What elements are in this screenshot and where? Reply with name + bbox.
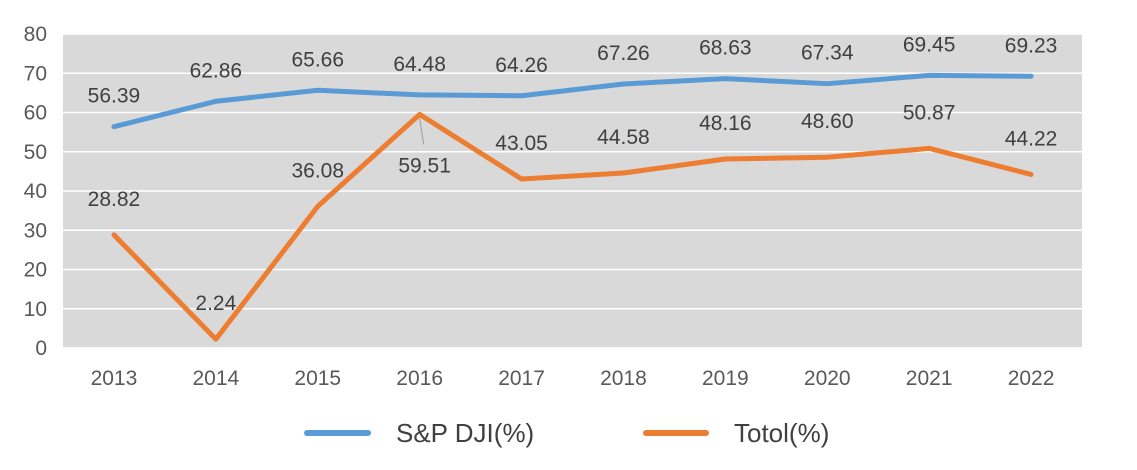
data-label: 67.34 (801, 42, 854, 65)
legend-label-0: S&P DJI(%) (396, 418, 534, 448)
x-tick-label: 2019 (702, 367, 749, 390)
x-tick-label: 2018 (600, 367, 647, 390)
series-line-1 (111, 111, 1034, 342)
series-line-0 (111, 72, 1034, 130)
data-label: 65.66 (291, 48, 344, 71)
data-label: 48.60 (801, 110, 854, 133)
data-label: 2.24 (195, 292, 236, 315)
data-label: 48.16 (699, 112, 752, 135)
y-tick-label: 20 (24, 259, 47, 282)
x-tick-label: 2016 (396, 367, 443, 390)
data-label: 44.58 (597, 126, 650, 149)
x-tick-label: 2013 (91, 367, 138, 390)
data-label: 64.26 (495, 54, 548, 77)
data-label: 68.63 (699, 37, 752, 60)
y-tick-label: 40 (24, 180, 47, 203)
data-label: 69.23 (1005, 34, 1058, 57)
y-tick-label: 0 (35, 337, 47, 360)
data-label: 62.86 (190, 59, 243, 82)
data-label: 67.26 (597, 42, 650, 65)
data-label: 43.05 (495, 132, 548, 155)
y-tick-label: 70 (24, 62, 47, 85)
data-label: 69.45 (903, 33, 956, 56)
x-tick-label: 2021 (906, 367, 953, 390)
data-label: 56.39 (88, 85, 141, 108)
data-label: 64.48 (393, 53, 446, 76)
legend-label-1: Totol(%) (734, 418, 829, 448)
data-label: 50.87 (903, 101, 956, 124)
data-label: 59.51 (398, 154, 451, 177)
data-label: 44.22 (1005, 127, 1058, 150)
x-tick-label: 2017 (498, 367, 545, 390)
data-label: 28.82 (88, 188, 141, 211)
x-tick-label: 2020 (804, 367, 851, 390)
y-tick-label: 10 (24, 298, 47, 321)
data-label: 36.08 (291, 159, 344, 182)
x-tick-label: 2022 (1008, 367, 1055, 390)
y-tick-label: 60 (24, 102, 47, 125)
y-tick-label: 30 (24, 219, 47, 242)
y-tick-label: 80 (24, 23, 47, 46)
x-tick-label: 2015 (294, 367, 341, 390)
y-tick-label: 50 (24, 141, 47, 164)
label-leader-line (419, 118, 425, 145)
x-tick-label: 2014 (192, 367, 239, 390)
